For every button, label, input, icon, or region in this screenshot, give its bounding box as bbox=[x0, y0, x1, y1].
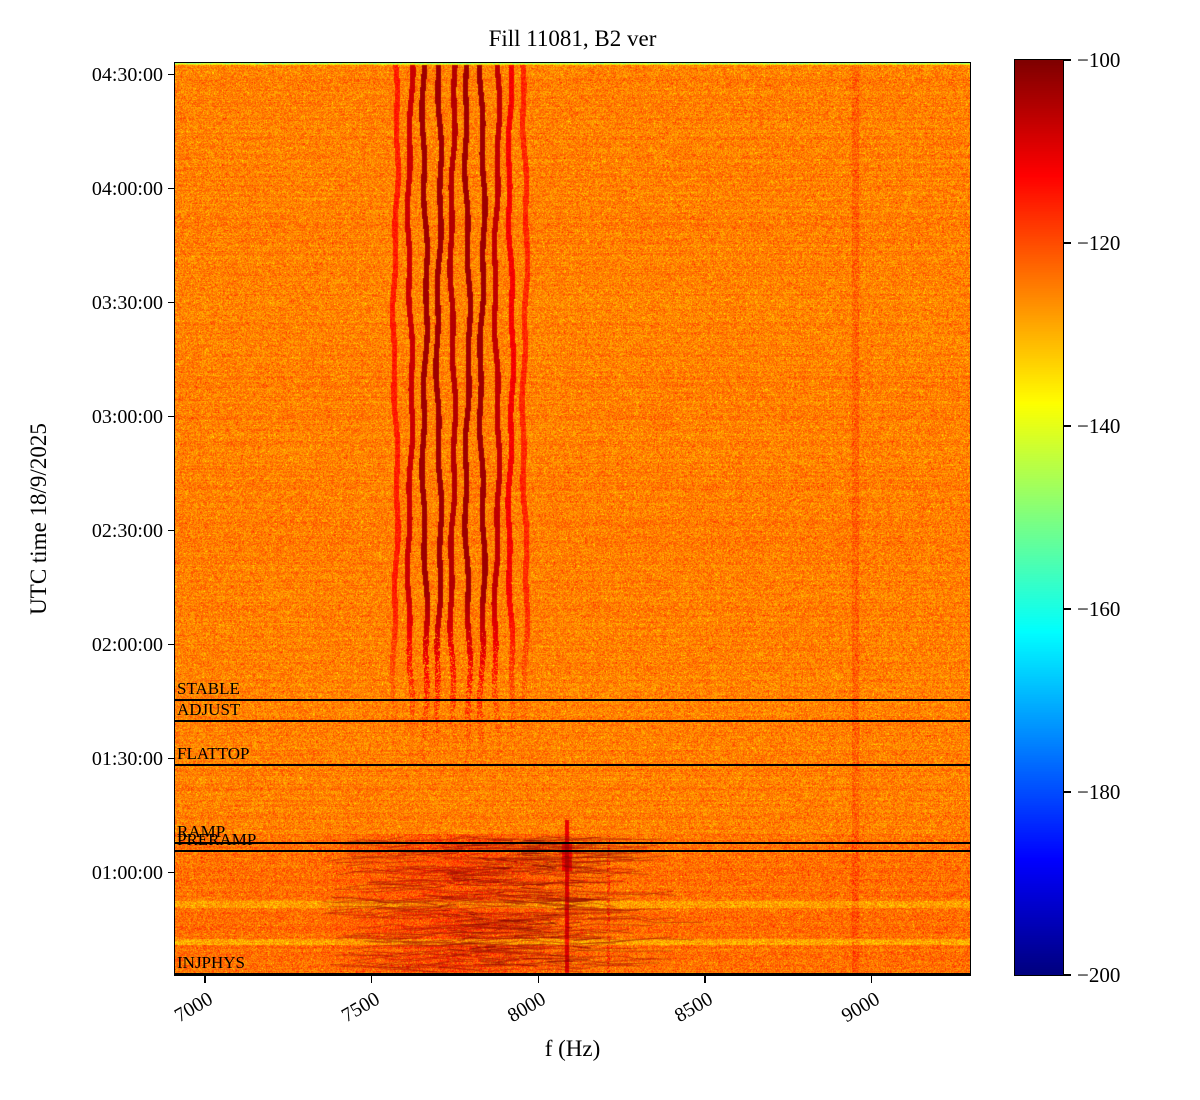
chart-title: Fill 11081, B2 ver bbox=[488, 26, 657, 51]
x-tick-mark bbox=[370, 976, 373, 983]
y-tick-label: 04:00:00 bbox=[91, 177, 163, 200]
beam-mode-label: PRERAMP bbox=[177, 829, 257, 849]
x-tick-mark bbox=[537, 976, 540, 983]
colorbar-tick-mark bbox=[1064, 791, 1071, 793]
colorbar-tick-mark bbox=[1064, 608, 1071, 610]
beam-mode-label: RAMP bbox=[177, 821, 226, 841]
x-tick-mark bbox=[704, 976, 706, 983]
colorbar-tick-label: −160 bbox=[1077, 597, 1121, 621]
x-tick-mark bbox=[204, 976, 206, 983]
colorbar bbox=[1014, 59, 1064, 976]
x-tick-mark bbox=[870, 976, 873, 983]
y-tick-mark bbox=[168, 529, 175, 532]
colorbar-tick-label: −200 bbox=[1077, 963, 1121, 987]
beam-mode-label: ADJUST bbox=[177, 700, 241, 720]
y-tick-mark bbox=[168, 301, 175, 304]
colorbar-tick-mark bbox=[1064, 425, 1071, 427]
beam-mode-line bbox=[175, 720, 970, 723]
beam-mode-line bbox=[175, 764, 970, 767]
y-tick-label: 03:00:00 bbox=[91, 405, 163, 428]
spectrogram-canvas bbox=[175, 63, 970, 975]
y-tick-mark bbox=[168, 643, 175, 646]
y-tick-label: 01:30:00 bbox=[91, 747, 163, 770]
beam-mode-label: FLATTOP bbox=[177, 744, 250, 764]
colorbar-tick-label: −100 bbox=[1077, 48, 1121, 72]
y-tick-label: 03:30:00 bbox=[91, 291, 163, 314]
beam-mode-line bbox=[175, 841, 970, 844]
colorbar-tick-mark bbox=[1064, 59, 1071, 61]
y-tick-label: 02:30:00 bbox=[91, 519, 163, 542]
y-tick-mark bbox=[168, 187, 175, 190]
beam-mode-label: INJPHYS bbox=[177, 953, 246, 973]
colorbar-tick-mark bbox=[1064, 242, 1071, 244]
x-axis-label: f (Hz) bbox=[544, 1036, 601, 1061]
beam-mode-label: STABLE bbox=[177, 678, 240, 698]
beam-mode-line bbox=[175, 698, 970, 701]
y-tick-label: 02:00:00 bbox=[91, 633, 163, 656]
spectrogram-plot bbox=[174, 62, 971, 976]
colorbar-tick-label: −120 bbox=[1077, 231, 1121, 255]
colorbar-tick-label: −140 bbox=[1077, 414, 1121, 438]
colorbar-tick-label: −180 bbox=[1077, 780, 1121, 804]
y-tick-mark bbox=[168, 415, 175, 418]
y-tick-label: 01:00:00 bbox=[91, 861, 163, 884]
y-tick-mark bbox=[168, 871, 175, 874]
colorbar-canvas bbox=[1015, 60, 1063, 975]
y-tick-mark bbox=[168, 757, 175, 760]
y-tick-mark bbox=[168, 73, 175, 76]
beam-mode-line bbox=[175, 973, 970, 976]
beam-mode-line bbox=[175, 849, 970, 852]
colorbar-tick-mark bbox=[1064, 974, 1071, 976]
y-tick-label: 04:30:00 bbox=[91, 63, 163, 86]
